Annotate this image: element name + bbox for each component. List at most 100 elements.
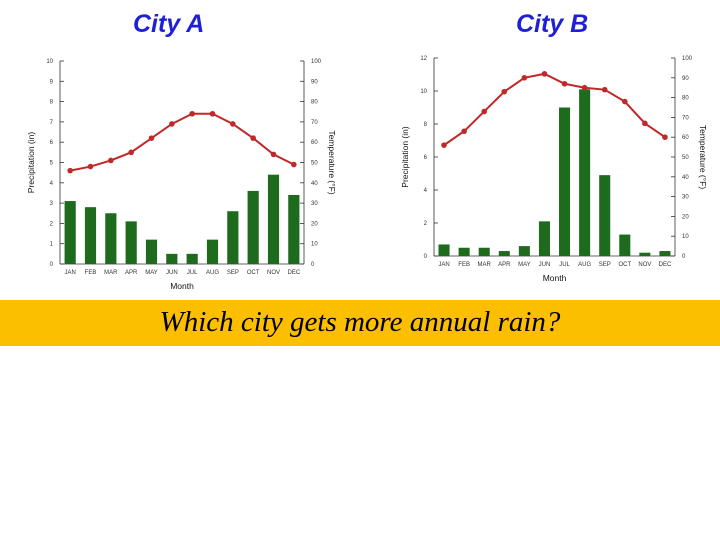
city-b-temperature-point: [481, 108, 488, 115]
city-b-precip-bar: [599, 175, 611, 256]
city-b-temperature-point: [561, 80, 568, 87]
city-a-month-label: JAN: [64, 270, 75, 276]
city-b-month-label: DEC: [659, 262, 672, 268]
city-a-y2-tick-label: 20: [311, 221, 318, 227]
city-b-month-label: JUN: [539, 262, 551, 268]
city-b-y-tick-label: 2: [424, 221, 428, 227]
city-a-y2-tick-label: 70: [311, 120, 318, 126]
city-b-y2-tick-label: 80: [682, 96, 689, 102]
city-a-precip-bar: [166, 253, 178, 264]
city-a-month-label: JUL: [187, 270, 198, 276]
city-a-temperature-point: [169, 121, 175, 127]
city-b-temperature-point: [441, 142, 447, 148]
question-text: Which city gets more annual rain?: [159, 306, 561, 338]
city-b-y-tick-label: 0: [424, 254, 428, 260]
city-a-y-tick-label: 9: [50, 79, 54, 85]
city-a-precip-bar: [288, 194, 300, 264]
city-a-month-label: OCT: [247, 270, 260, 276]
city-a-precip-bar: [105, 213, 117, 264]
city-a-month-label: AUG: [206, 270, 219, 276]
city-a-temperature-point: [128, 149, 134, 156]
city-a-month-label: NOV: [267, 270, 280, 276]
city-a-temperature-point: [230, 121, 236, 127]
city-b-temperature-point: [642, 120, 648, 127]
city-a-title: City A: [133, 10, 205, 38]
city-a-month-label: APR: [125, 270, 138, 276]
city-a-precip-bar: [84, 207, 97, 264]
city-b-precip-bar: [458, 247, 470, 256]
city-b-y2-tick-label: 100: [682, 56, 693, 62]
city-b-y-axis-title: Precipitation (in): [400, 126, 410, 188]
city-b-temperature-line: [443, 72, 666, 146]
city-b-climograph: 0 2 4 6 8 10 12 0 10 20 30 40 50 60 70 80 90 100 JAN FEB MAR…: [400, 56, 708, 283]
city-a-y2-tick-label: 10: [311, 242, 318, 248]
city-a-temperature-point: [270, 151, 277, 158]
city-a-month-label: JUN: [166, 270, 178, 276]
city-a-precip-bar: [145, 239, 158, 264]
city-b-y2-tick-label: 30: [682, 195, 689, 201]
city-b-month-label: MAR: [478, 262, 492, 268]
city-b-y2-tick-label: 10: [682, 234, 689, 240]
city-b-precip-bar: [478, 247, 490, 256]
city-a-y-tick-label: 10: [46, 59, 53, 65]
city-b-temperature-point: [521, 75, 528, 81]
city-a-month-label: MAY: [145, 270, 158, 276]
city-b-precip-bar: [639, 252, 651, 256]
city-b-month-label: JUL: [559, 262, 570, 268]
city-a-precip-bar: [206, 239, 219, 264]
city-b-precip-bar: [538, 221, 550, 256]
city-a-temperature-point: [148, 135, 155, 141]
city-b-precip-bar: [438, 244, 450, 256]
city-b-y2-tick-label: 60: [682, 135, 689, 141]
city-b-precip-bar: [498, 251, 510, 256]
city-b-y2-tick-label: 50: [682, 155, 689, 161]
city-b-title: City B: [516, 10, 589, 38]
city-a-y-tick-label: 7: [50, 120, 54, 126]
city-b-y2-tick-label: 20: [682, 214, 689, 220]
city-b-month-label: SEP: [599, 262, 611, 268]
city-b-month-label: FEB: [458, 262, 470, 268]
city-a-y-tick-label: 3: [50, 201, 54, 207]
city-b-x-axis-title: Month: [543, 273, 567, 283]
city-a-precip-bar: [186, 253, 198, 264]
city-b-temperature-point: [501, 88, 508, 95]
city-b-month-label: JAN: [438, 262, 449, 268]
city-a-y2-tick-label: 100: [311, 59, 322, 65]
city-a-y2-tick-label: 50: [311, 161, 318, 167]
city-a-y2-tick-label: 0: [311, 262, 315, 268]
city-b-temperature-point: [581, 84, 588, 91]
city-a-y2-tick-label: 60: [311, 140, 318, 146]
city-a-temperature-point: [250, 135, 256, 141]
city-b-temperature-point: [541, 71, 548, 77]
city-b-y-tick-label: 6: [424, 155, 428, 161]
city-b-month-label: MAY: [518, 262, 531, 268]
city-a-y-tick-label: 2: [50, 221, 54, 227]
city-b-y2-tick-label: 70: [682, 115, 689, 121]
city-b-y2-axis-title: Temperature (°F): [698, 125, 708, 190]
city-b-precip-bar: [518, 246, 530, 256]
city-b-precip-bar: [559, 107, 571, 256]
city-b-temperature-point: [601, 86, 608, 93]
city-a-y-tick-label: 0: [50, 262, 54, 268]
city-a-y-tick-label: 1: [50, 242, 54, 248]
city-b-y2-tick-label: 40: [682, 175, 689, 181]
city-a-precip-bar: [267, 174, 280, 264]
city-b-y-tick-label: 8: [424, 122, 428, 128]
city-b-y2-tick-label: 0: [682, 254, 686, 260]
city-b-month-label: OCT: [618, 262, 631, 268]
city-b-y-tick-label: 4: [424, 188, 428, 194]
city-a-temperature-point: [67, 167, 73, 174]
city-a-month-label: MAR: [104, 270, 118, 276]
city-a-y2-tick-label: 30: [311, 201, 318, 207]
city-a-precip-bar: [125, 221, 137, 264]
city-b-precip-bar: [579, 89, 591, 256]
city-b-y-tick-label: 12: [420, 56, 427, 62]
city-a-temperature-point: [209, 110, 216, 117]
question-banner: [0, 300, 720, 346]
city-b-temperature-point: [461, 128, 467, 135]
city-a-precip-bar: [64, 201, 76, 264]
city-a-y-axis-title: Precipitation (in): [26, 132, 36, 194]
city-b-month-label: NOV: [638, 262, 651, 268]
city-a-precip-bar: [247, 190, 259, 264]
